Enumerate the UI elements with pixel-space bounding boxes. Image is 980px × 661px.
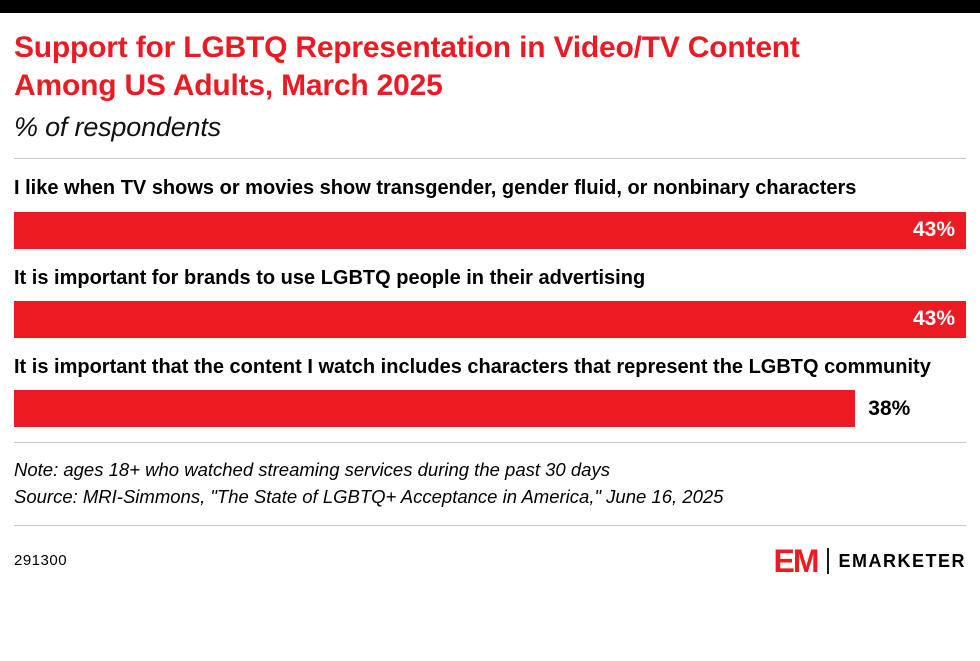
bar-row: It is important that the content I watch… (14, 354, 966, 428)
chart-title: Support for LGBTQ Representation in Vide… (14, 31, 800, 103)
bar-category-label: I like when TV shows or movies show tran… (14, 177, 857, 200)
chart-id: 291300 (14, 552, 68, 570)
bar-value-label: 43% (912, 307, 955, 331)
bar-track: 43% (14, 300, 966, 338)
emarketer-wordmark: EMARKETER (838, 550, 966, 571)
bar-value-label: 43% (912, 218, 955, 242)
footnotes: Note: ages 18+ who watched streaming ser… (14, 457, 966, 510)
chart-subtitle: % of respondents (14, 112, 221, 143)
bar: 43% (14, 211, 966, 249)
emarketer-logo: EM EMARKETER (773, 545, 966, 577)
bar-track: 43% (14, 211, 966, 249)
bar-track: 38% (14, 390, 966, 428)
bar-row: It is important for brands to use LGBTQ … (14, 265, 966, 338)
bar-row: I like when TV shows or movies show tran… (14, 175, 966, 249)
bar: 43% (14, 300, 966, 338)
top-accent-bar (0, 0, 980, 13)
logo-divider (827, 547, 830, 574)
source-text: Source: MRI-Simmons, "The State of LGBTQ… (14, 485, 724, 507)
bar-category-label: It is important that the content I watch… (14, 355, 931, 378)
header-divider (14, 158, 966, 160)
footnote-divider (14, 442, 966, 444)
bar (14, 390, 856, 428)
bar-category-label: It is important for brands to use LGBTQ … (14, 266, 646, 289)
footer: 291300 EM EMARKETER (14, 538, 966, 584)
footer-divider (14, 524, 966, 526)
note-text: Note: ages 18+ who watched streaming ser… (14, 459, 610, 481)
emarketer-monogram-icon: EM (773, 542, 819, 579)
chart-container: Support for LGBTQ Representation in Vide… (0, 29, 980, 584)
bar-value-label: 38% (868, 396, 911, 420)
bar-chart: I like when TV shows or movies show tran… (14, 175, 966, 428)
